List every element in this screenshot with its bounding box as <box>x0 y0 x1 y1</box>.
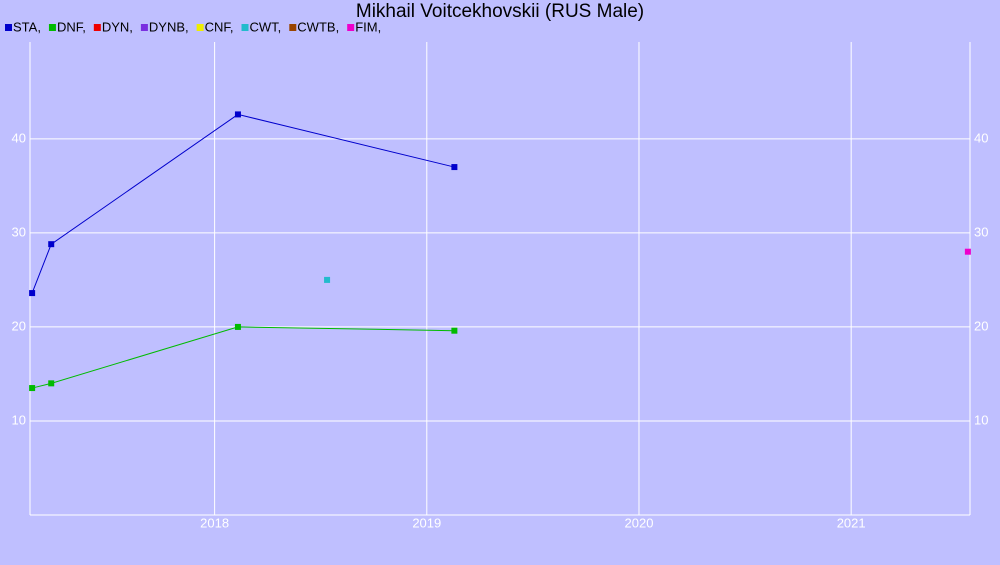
x-tick-label: 2021 <box>837 515 866 530</box>
legend-swatch <box>289 24 297 31</box>
y-tick-label-right: 20 <box>974 318 988 333</box>
y-tick-label-right: 10 <box>974 412 988 427</box>
legend-swatch <box>48 24 56 31</box>
series-line <box>32 326 455 389</box>
y-tick-label: 30 <box>12 224 26 239</box>
point-marker <box>48 380 55 387</box>
point-marker <box>451 327 458 334</box>
legend-swatch <box>93 24 101 31</box>
point-marker <box>29 385 36 392</box>
point-marker <box>964 248 971 255</box>
y-tick-label: 40 <box>12 130 26 145</box>
point-marker <box>48 241 55 248</box>
y-tick-label-right: 40 <box>974 130 988 145</box>
legend-label: FIM, <box>355 19 381 34</box>
x-tick-label: 2018 <box>200 515 229 530</box>
y-tick-label: 20 <box>12 318 26 333</box>
legend-label: CNF, <box>205 19 234 34</box>
point-marker <box>234 323 241 330</box>
legend-label: DNF, <box>57 19 86 34</box>
legend-label: DYN, <box>102 19 133 34</box>
point-marker <box>29 290 36 297</box>
legend-label: STA, <box>13 19 41 34</box>
point-marker <box>324 276 331 283</box>
legend-swatch <box>140 24 148 31</box>
legend-swatch <box>5 24 12 31</box>
legend-swatch <box>347 24 355 31</box>
chart-title: Mikhail Voitcekhovskii (RUS Male) <box>356 1 644 22</box>
legend-label: CWTB, <box>297 19 339 34</box>
y-tick-label-right: 30 <box>974 224 988 239</box>
x-tick-label: 2020 <box>625 515 654 530</box>
series-line <box>31 113 455 294</box>
legend-label: CWT, <box>250 19 282 34</box>
legend-label: DYNB, <box>149 19 189 34</box>
x-tick-label: 2019 <box>412 515 441 530</box>
point-marker <box>234 111 241 118</box>
legend-swatch <box>196 24 204 31</box>
point-marker <box>451 164 458 171</box>
y-tick-label: 10 <box>12 412 26 427</box>
legend-swatch <box>241 24 249 31</box>
